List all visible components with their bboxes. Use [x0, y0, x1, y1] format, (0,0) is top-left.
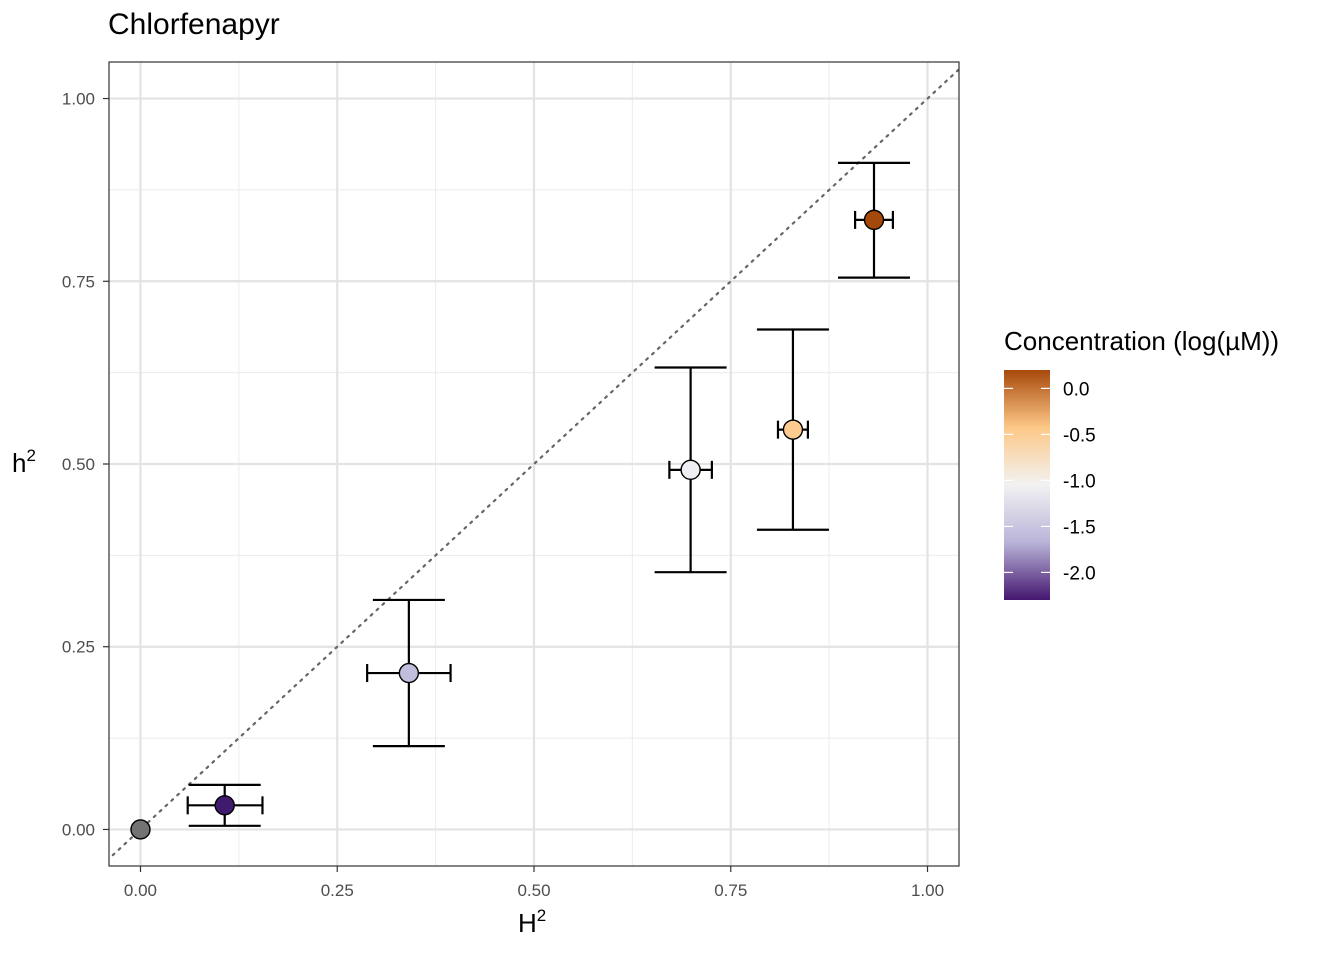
legend-title: Concentration (log(µM)): [1004, 326, 1280, 356]
x-axis-label: H2: [518, 906, 547, 938]
data-point: [214, 795, 235, 816]
y-axis: 0.00 0.25 0.50 0.75 1.00: [62, 90, 109, 839]
x-axis: 0.00 0.25 0.50 0.75 1.00: [124, 866, 944, 900]
y-tick-label: 0.25: [62, 638, 95, 657]
grid-major-lines: [109, 62, 959, 866]
identity-reference-line: [109, 67, 959, 861]
colorbar-tick-label: -1.5: [1063, 517, 1096, 538]
error-bars: [186, 161, 910, 827]
data-point: [782, 419, 804, 440]
colorbar-tick-label: 0.0: [1063, 379, 1089, 400]
data-points: [130, 209, 885, 840]
x-tick-label: 0.75: [714, 881, 747, 900]
y-tick-label: 0.00: [62, 820, 95, 839]
colorbar-tick-label: -0.5: [1063, 425, 1096, 446]
data-point: [863, 209, 885, 231]
x-tick-label: 0.50: [517, 881, 550, 900]
data-point: [680, 459, 701, 481]
data-point: [398, 662, 420, 684]
colorbar-gradient: [1004, 370, 1050, 600]
x-tick-label: 0.25: [321, 881, 354, 900]
data-point: [130, 819, 151, 840]
colorbar-legend: 0.0 -0.5 -1.0 -1.5 -2.0: [1004, 370, 1096, 600]
y-axis-label: h2: [12, 446, 36, 478]
colorbar-tick-label: -2.0: [1063, 563, 1096, 584]
y-tick-label: 1.00: [62, 90, 95, 109]
y-tick-label: 0.75: [62, 272, 95, 291]
colorbar-tick-label: -1.0: [1063, 471, 1096, 492]
identity-line: [109, 67, 959, 861]
y-tick-label: 0.50: [62, 455, 95, 474]
x-tick-label: 1.00: [911, 881, 944, 900]
chart-title: Chlorfenapyr: [108, 8, 280, 41]
x-tick-label: 0.00: [124, 881, 157, 900]
